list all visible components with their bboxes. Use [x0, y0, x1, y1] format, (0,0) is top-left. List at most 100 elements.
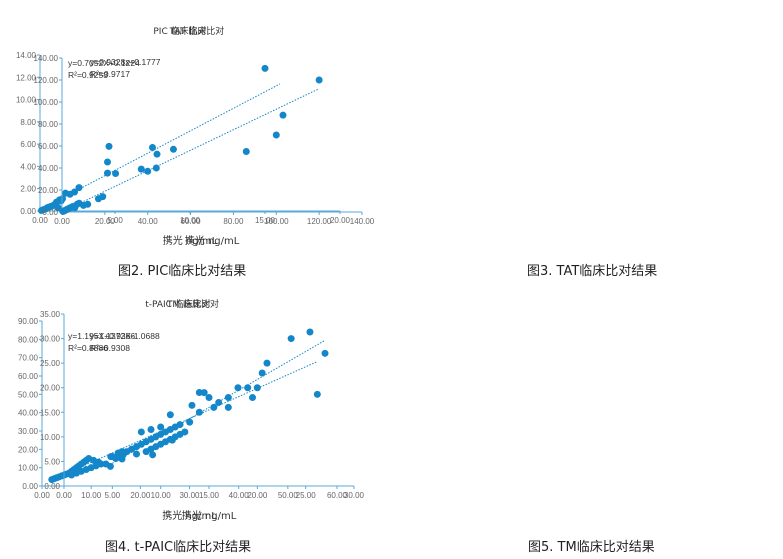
data-point [224, 403, 232, 411]
y-tick-label: 80.00 [18, 335, 39, 344]
regression-equation: y=1.1372X-1.0688 [90, 331, 160, 341]
caption-tm: 图5. TM临床比对结果 [528, 540, 655, 555]
regression-equation: y=1.195X+0.9366 [68, 331, 135, 341]
y-tick-label: 8.00 [20, 118, 36, 127]
y-tick-label: 40.00 [18, 409, 39, 418]
r-squared: R²=0.9717 [90, 69, 130, 79]
data-point [224, 394, 232, 402]
regression-equation: y=0.9328x+0.1777 [90, 57, 161, 67]
y-tick-label: 25.00 [40, 359, 61, 368]
y-tick-label: 6.00 [20, 140, 36, 149]
data-point [210, 403, 218, 411]
y-tick-label: 0.00 [22, 482, 38, 491]
x-tick-label: 0.00 [56, 491, 72, 500]
caption-tat: 图3. TAT临床比对结果 [527, 264, 658, 279]
x-tick-label: 50.00 [278, 491, 299, 500]
data-point [105, 142, 113, 150]
data-point [118, 455, 126, 463]
chart-title: t-PAIC 临床比对 [145, 298, 211, 310]
data-point [188, 401, 196, 409]
chart-svg-pic: PIC 临床比对 0.00 5.00 10.00 15.00 20.00 0.00 2.00 4… [16, 25, 351, 247]
x-tick-label: 20.00 [247, 491, 268, 500]
r-squared: R²=0.8886 [68, 343, 108, 353]
y-tick-label: 30.00 [40, 335, 61, 344]
x-axis-label: 携光 ng/mL [185, 234, 240, 247]
data-point [99, 193, 107, 201]
data-point [263, 359, 271, 367]
y-tick-label: 15.00 [40, 408, 61, 417]
x-tick-label: 80.00 [223, 217, 244, 226]
chart-pic: PIC 临床比对 0.00 5.00 10.00 15.00 20.00 0.00 2.00 4… [0, 0, 391, 279]
data-point [215, 398, 223, 406]
data-point [144, 167, 152, 175]
x-tick-label: 10.00 [180, 216, 201, 225]
y-tick-label: 50.00 [18, 390, 39, 399]
data-point [306, 328, 314, 336]
data-point [287, 335, 295, 343]
trend-line [112, 339, 326, 464]
x-tick-label: 0.00 [32, 216, 48, 225]
data-point [234, 384, 242, 392]
data-point [253, 384, 261, 392]
data-point [71, 188, 78, 196]
data-point [54, 204, 62, 212]
x-tick-label: 140.00 [350, 217, 375, 226]
y-tick-label: 35.00 [40, 310, 61, 319]
y-tick-label: 10.00 [18, 464, 39, 473]
data-point [133, 450, 140, 458]
data-point [152, 164, 160, 172]
y-tick-label: 2.00 [20, 185, 36, 194]
data-point [149, 451, 157, 459]
x-tick-label: 60.00 [181, 217, 202, 226]
x-tick-label: 20.00 [130, 491, 151, 500]
chart-tpaic: t-PAIC 临床比对 0.00 10.00 20.00 30.00 40.00 50.00… [0, 280, 391, 559]
y-tick-label: 0.00 [44, 482, 60, 491]
data-point [137, 428, 145, 436]
data-point [200, 389, 208, 397]
x-tick-label: 10.00 [81, 491, 102, 500]
x-tick-label: 5.00 [105, 491, 121, 500]
y-tick-label: 40.00 [38, 164, 59, 173]
data-point [153, 150, 161, 158]
data-point [95, 458, 103, 466]
x-tick-label: 30.00 [344, 491, 365, 500]
x-tick-label: 10.00 [151, 491, 172, 500]
x-tick-label: 20.00 [95, 217, 116, 226]
y-tick-label: 0.00 [42, 208, 58, 217]
x-axis-label: 携光 ng/mL [163, 234, 218, 247]
y-tick-label: 90.00 [18, 317, 39, 326]
chart-title: PIC 临床比对 [153, 25, 206, 37]
y-tick-label: 140.00 [34, 54, 59, 63]
data-point [112, 170, 120, 177]
data-point [244, 384, 252, 392]
caption-tpaic: 图4. t-PAIC临床比对结果 [105, 540, 252, 555]
x-tick-label: 20.00 [330, 216, 351, 225]
data-point [118, 448, 126, 456]
data-point [176, 421, 184, 429]
y-tick-label: 0.00 [20, 207, 36, 216]
x-tick-label: 5.00 [107, 216, 123, 225]
y-tick-label: 60.00 [38, 142, 59, 151]
y-tick-label: 120.00 [34, 76, 59, 85]
x-tick-label: 25.00 [296, 491, 317, 500]
trend-line [61, 88, 320, 213]
data-point [104, 169, 111, 177]
data-point [169, 145, 177, 153]
y-tick-label: 10.00 [16, 96, 37, 105]
data-point [258, 369, 266, 377]
y-tick-label: 20.00 [18, 445, 39, 454]
x-tick-label: 30.00 [179, 491, 200, 500]
y-tick-label: 30.00 [18, 427, 39, 436]
data-point [157, 423, 165, 431]
data-point [181, 428, 189, 436]
y-tick-label: 70.00 [18, 354, 39, 363]
chart-tat: TAT 临床比对 0.00 20.00 40.00 60.00 80.00 100.00 12… [34, 0, 783, 279]
y-tick-label: 60.00 [18, 372, 39, 381]
data-point [279, 111, 287, 119]
chart-tm: TM 临床比对 0.00 5.00 10.00 15.00 20.00 25.00 30.00… [40, 280, 783, 559]
data-point [108, 453, 116, 461]
regression-equation: y=0.7052X+0.1224 [68, 58, 140, 68]
r-squared: R²=0.9253 [68, 70, 108, 80]
data-point [272, 131, 280, 139]
